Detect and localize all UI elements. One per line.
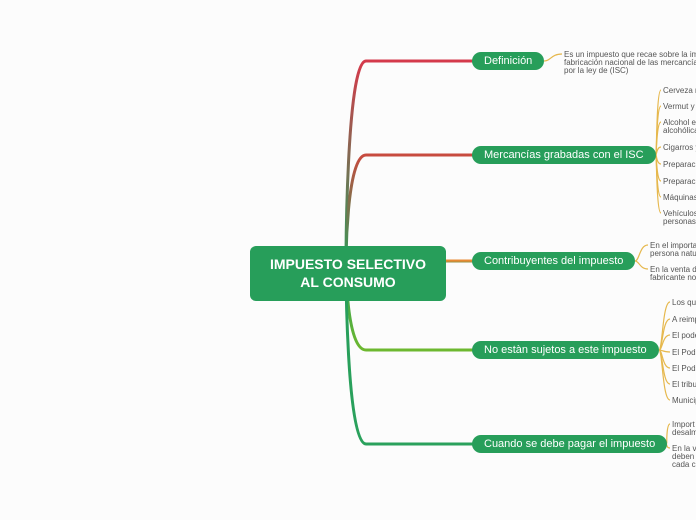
leaf-text: desalm — [672, 428, 696, 438]
leaf-text: fabricante no — [650, 273, 696, 283]
branch-b4[interactable]: Cuando se debe pagar el impuesto — [472, 435, 667, 453]
leaf-text: Cerveza m — [663, 86, 696, 96]
mindmap-canvas: IMPUESTO SELECTIVO AL CONSUMO Definición M… — [0, 0, 696, 520]
leaf-text: Máquinas — [663, 193, 696, 203]
leaf-text: El Poder — [672, 348, 696, 358]
leaf-text: cada c — [672, 460, 696, 470]
leaf-text: El tribun — [672, 380, 696, 390]
leaf-text: personas — [663, 217, 696, 227]
leaf-text: A reimp — [672, 315, 696, 325]
leaf-text: Cigarros y — [663, 143, 696, 153]
branch-b2[interactable]: Contribuyentes del impuesto — [472, 252, 635, 270]
root-node[interactable]: IMPUESTO SELECTIVO AL CONSUMO — [250, 246, 446, 301]
branch-b1[interactable]: Mercancías grabadas con el ISC — [472, 146, 656, 164]
leaf-text: persona natu — [650, 249, 696, 259]
leaf-text: Los que — [672, 298, 696, 308]
leaf-text: por la ley de (ISC) — [564, 66, 628, 76]
branch-b3[interactable]: No estàn sujetos a este impuesto — [472, 341, 659, 359]
leaf-text: Municip — [672, 396, 696, 406]
leaf-text: El poder — [672, 331, 696, 341]
leaf-text: Vermut y c — [663, 102, 696, 112]
leaf-text: Preparacio — [663, 160, 696, 170]
branch-b0[interactable]: Definición — [472, 52, 544, 70]
leaf-text: alcohólica — [663, 126, 696, 136]
leaf-text: Preparacio — [663, 177, 696, 187]
leaf-text: El Poder — [672, 364, 696, 374]
